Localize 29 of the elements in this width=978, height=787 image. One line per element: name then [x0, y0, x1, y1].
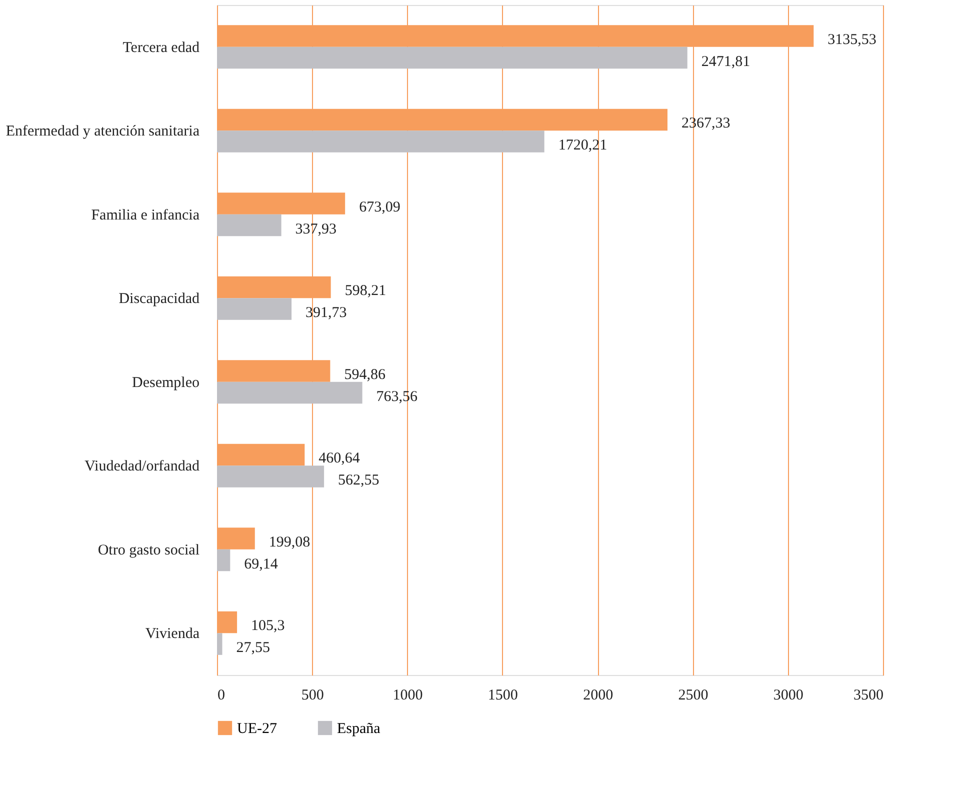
data-label: 562,55: [338, 472, 380, 489]
legend-label: España: [337, 721, 381, 737]
x-tick-label: 2500: [678, 688, 708, 704]
y-tick-label: Desempleo: [132, 374, 200, 391]
data-label: 2471,81: [701, 54, 750, 70]
x-tick-label: 500: [301, 688, 324, 704]
y-tick-label: Enfermedad y atención sanitaria: [6, 124, 200, 140]
data-label: 105,3: [251, 618, 285, 634]
y-tick-label: Vivienda: [145, 626, 200, 642]
x-tick-label: 0: [218, 688, 225, 704]
data-label: 69,14: [244, 556, 278, 572]
y-tick-label: Discapacidad: [118, 291, 200, 308]
y-tick-label: Familia e infancia: [91, 207, 200, 224]
data-label: 460,64: [318, 450, 360, 467]
x-tick-label: 2000: [583, 688, 614, 704]
x-tick-label: 1500: [488, 688, 518, 704]
x-tick-label: 3000: [773, 688, 804, 704]
data-label: 199,08: [268, 534, 310, 550]
x-tick-label: 1000: [392, 688, 423, 704]
y-tick-label: Viudedad/orfandad: [84, 458, 200, 475]
y-tick-label: Tercera edad: [122, 40, 200, 56]
data-label: 594,86: [344, 366, 386, 383]
x-tick-label: 3500: [854, 688, 884, 704]
y-tick-label: Otro gasto social: [98, 542, 200, 558]
data-label: 3135,53: [828, 32, 876, 48]
data-label: 598,21: [344, 283, 386, 300]
data-label: 27,55: [236, 640, 270, 656]
data-label: 673,09: [359, 199, 400, 216]
legend-label: UE-27: [237, 721, 278, 737]
